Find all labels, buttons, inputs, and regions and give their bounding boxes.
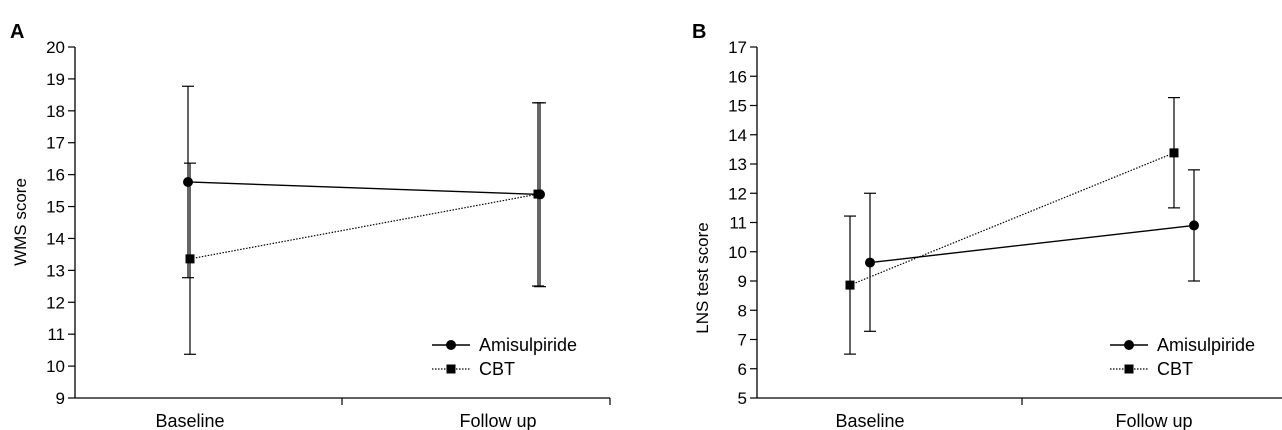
y-tick-label: 15 [46,198,65,217]
legend-marker [1124,340,1134,350]
legend-marker [446,340,456,350]
x-category-label: Baseline [155,411,224,430]
y-tick-label: 5 [738,389,747,408]
y-tick-label: 16 [46,166,65,185]
x-category-label: Follow up [459,411,536,430]
y-tick-label: 12 [728,184,747,203]
y-tick-label: 11 [47,325,65,344]
y-tick-label: 9 [738,272,747,291]
legend-marker [446,364,456,374]
x-category-label: Baseline [835,411,904,430]
y-tick-label: 9 [56,389,65,408]
data-point-cbt [1169,148,1179,158]
legend-label: CBT [479,359,515,379]
data-point-amisulpiride [1189,220,1199,231]
data-point-cbt [845,280,855,290]
y-tick-label: 6 [738,360,747,379]
y-tick-label: 13 [46,261,65,280]
data-point-cbt [185,254,195,264]
data-point-cbt [533,189,543,199]
y-tick-label: 14 [46,229,65,248]
legend-label: Amisulpiride [479,335,577,355]
y-tick-label: 19 [46,70,65,89]
x-category-label: Follow up [1115,411,1192,430]
panel-letter: B [692,21,706,43]
y-tick-label: 13 [728,155,747,174]
y-tick-label: 16 [728,67,747,86]
legend-marker [1124,364,1134,374]
y-tick-label: 8 [738,301,747,320]
y-tick-label: 7 [738,331,747,350]
y-tick-label: 12 [46,293,65,312]
y-axis-title: WMS score [11,178,30,266]
y-tick-label: 10 [728,243,747,262]
series-line-cbt [849,152,1175,286]
y-tick-label: 17 [46,134,65,153]
legend: Amisulpiride CBT [1110,335,1255,379]
legend-label: CBT [1157,359,1193,379]
y-tick-label: 17 [728,38,747,57]
y-tick-label: 18 [46,102,65,121]
data-point-amisulpiride [183,176,193,187]
legend-label: Amisulpiride [1157,335,1255,355]
y-tick-label: 15 [728,97,747,116]
series-line-cbt [189,193,539,260]
series-line-amisulpiride [869,224,1195,264]
legend: Amisulpiride CBT [432,335,577,379]
y-tick-label: 14 [728,126,747,145]
y-tick-label: 11 [729,214,747,233]
chart-panel-a: A 9 10 11 12 13 14 15 16 17 18 19 20 Baseline Follow u… [10,21,611,430]
data-point-amisulpiride [865,257,875,268]
chart-panel-b: B 5 6 7 8 9 10 11 12 13 14 15 16 17 Baseline Follow up L… [692,21,1282,430]
y-tick-label: 20 [46,38,65,57]
y-axis-title: LNS test score [693,222,712,334]
y-tick-label: 10 [46,357,65,376]
series-line-amisulpiride [187,181,541,196]
panel-letter: A [10,21,24,43]
